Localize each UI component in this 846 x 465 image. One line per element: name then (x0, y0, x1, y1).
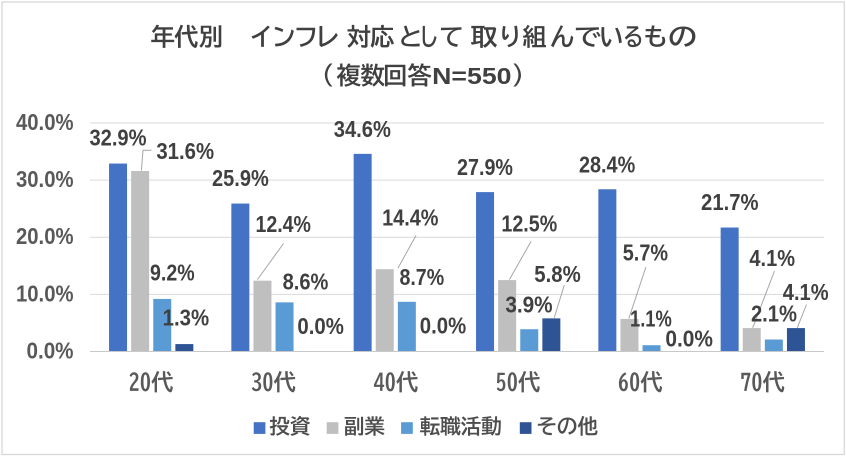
svg-text:3.9%: 3.9% (505, 292, 552, 318)
svg-text:10.0%: 10.0% (16, 280, 74, 306)
svg-text:1.3%: 1.3% (163, 304, 210, 330)
svg-text:31.6%: 31.6% (156, 138, 214, 164)
svg-text:2.1%: 2.1% (751, 301, 797, 327)
svg-text:21.7%: 21.7% (701, 189, 759, 215)
svg-text:40.0%: 40.0% (16, 109, 74, 135)
svg-text:4.1%: 4.1% (749, 245, 795, 271)
svg-text:9.2%: 9.2% (150, 259, 195, 285)
svg-text:0.0%: 0.0% (27, 338, 74, 364)
svg-text:N=550: N=550 (432, 63, 511, 89)
svg-text:5.8%: 5.8% (534, 261, 581, 287)
svg-text:5.7%: 5.7% (623, 240, 668, 266)
svg-text:0.0%: 0.0% (665, 325, 713, 351)
svg-text:1.1%: 1.1% (630, 305, 672, 331)
svg-text:4.1%: 4.1% (783, 279, 829, 305)
svg-text:8.7%: 8.7% (399, 264, 444, 290)
svg-text:28.4%: 28.4% (579, 151, 635, 177)
svg-text:12.5%: 12.5% (501, 211, 557, 237)
svg-text:34.6%: 34.6% (334, 116, 391, 142)
svg-text:25.9%: 25.9% (212, 165, 269, 191)
svg-text:27.9%: 27.9% (457, 154, 513, 180)
svg-text:8.6%: 8.6% (283, 268, 329, 294)
svg-text:20.0%: 20.0% (16, 223, 74, 249)
svg-text:0.0%: 0.0% (297, 313, 344, 339)
svg-text:14.4%: 14.4% (382, 205, 438, 231)
svg-text:32.9%: 32.9% (89, 125, 146, 151)
svg-text:12.4%: 12.4% (255, 211, 311, 237)
svg-text:0.0%: 0.0% (420, 313, 466, 339)
svg-text:30.0%: 30.0% (16, 166, 74, 192)
